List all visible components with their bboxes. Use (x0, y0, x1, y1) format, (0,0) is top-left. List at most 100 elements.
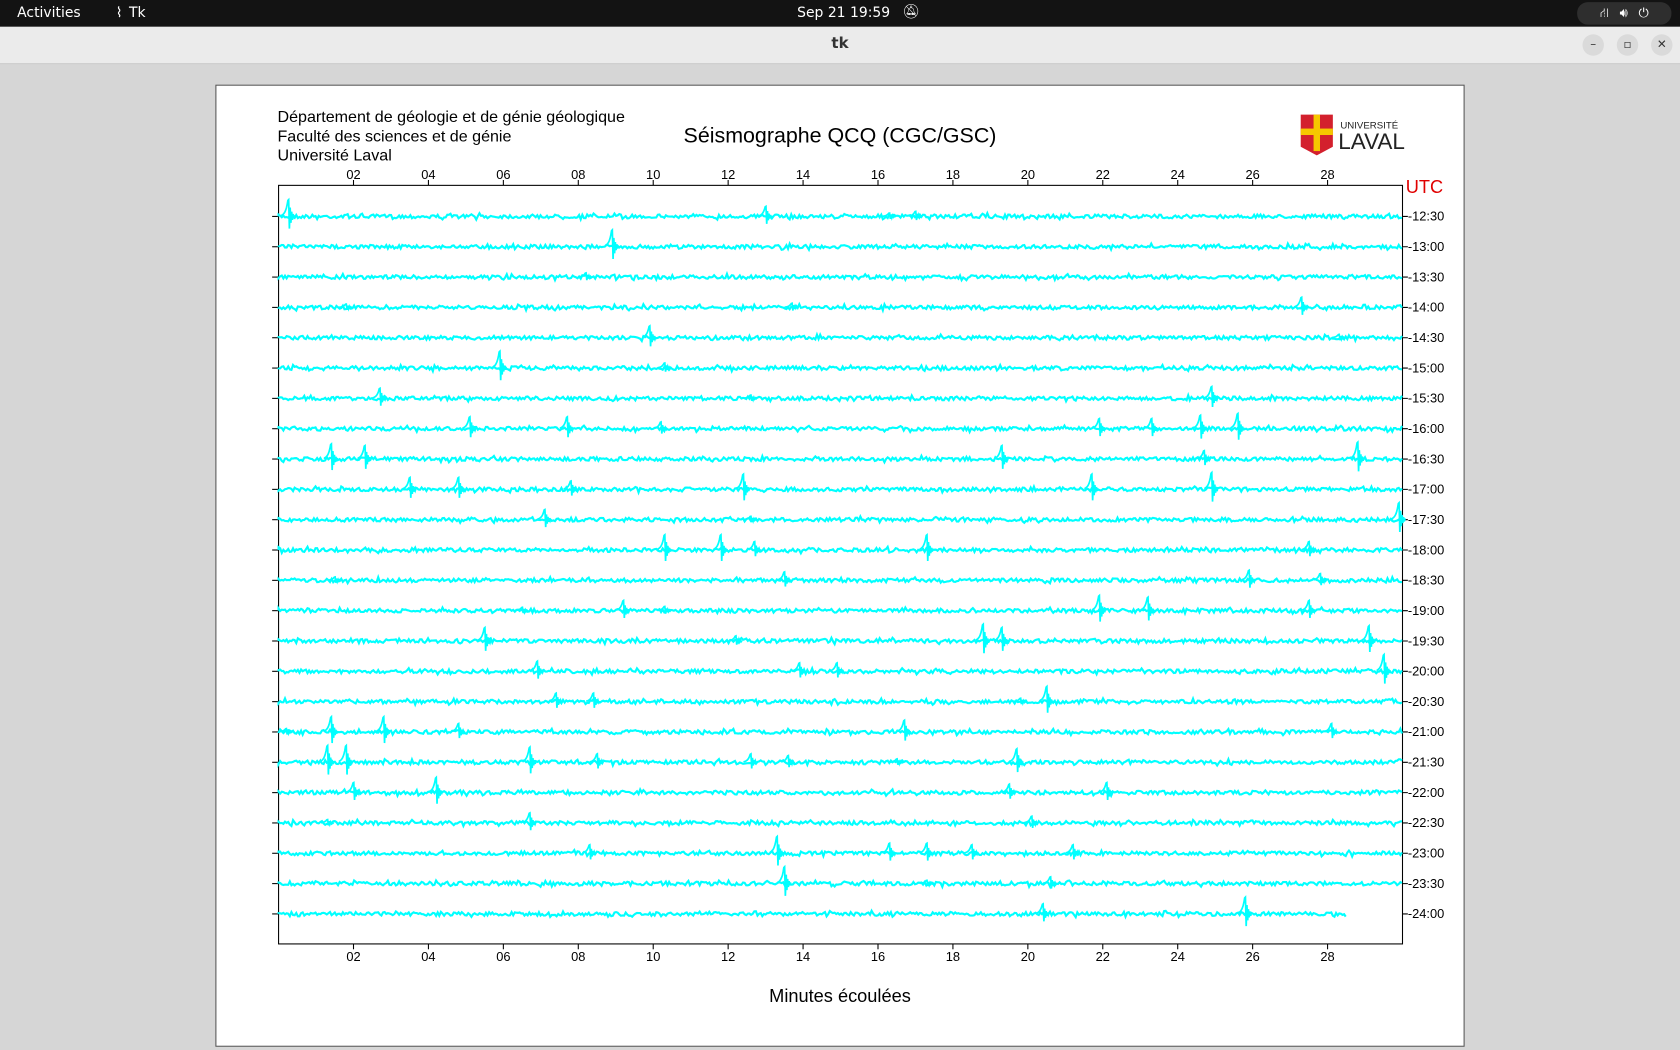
seismic-event (582, 843, 597, 860)
seismic-event (462, 415, 477, 438)
trace-21:30 (277, 743, 1403, 775)
seismic-event (1009, 747, 1024, 773)
seismic-event (975, 622, 991, 654)
seismic-event (323, 714, 339, 744)
faculty-line: Faculté des sciences et de génie (278, 127, 512, 145)
seismic-event (1324, 722, 1339, 739)
seismic-event (1204, 384, 1219, 407)
logo-text-bottom: LAVAL (1338, 129, 1405, 154)
x-tick-label-bottom: 26 (1245, 949, 1259, 964)
seismic-event (1294, 295, 1309, 315)
trace-line (277, 756, 1403, 769)
trace-13:00 (277, 227, 1403, 259)
seismic-event (477, 625, 492, 651)
seismic-event (338, 743, 354, 775)
app-name: Tk (128, 5, 146, 22)
trace-15:00 (277, 349, 1403, 381)
seismic-event (1043, 875, 1058, 889)
seismic-event (1024, 814, 1039, 828)
trace-line (277, 423, 1403, 435)
seismic-event (780, 754, 796, 768)
seismic-event (1301, 598, 1316, 619)
seismic-event (1350, 440, 1365, 472)
row-time-label: -22:30 (1408, 815, 1444, 830)
seismic-event (585, 691, 601, 708)
trace-18:30 (277, 568, 1403, 588)
row-time-label: -13:00 (1408, 239, 1444, 254)
seismic-event (1091, 593, 1107, 622)
x-tick-label-bottom: 02 (346, 949, 360, 964)
trace-20:00 (277, 652, 1403, 684)
trace-19:00 (277, 593, 1403, 622)
trace-23:00 (277, 834, 1403, 866)
seismic-event (919, 879, 934, 888)
seismic-event (896, 718, 912, 741)
logo-text-top: UNIVERSITÉ (1340, 121, 1398, 132)
seismic-event (1084, 472, 1099, 501)
x-tick-label-top: 24 (1171, 167, 1185, 182)
seismic-event (451, 475, 466, 498)
seismic-event (657, 361, 672, 372)
seismic-event (1012, 697, 1028, 707)
trace-line (277, 513, 1403, 526)
seismic-event (642, 324, 657, 347)
row-time-label: -18:30 (1408, 573, 1444, 588)
seismic-event (522, 811, 537, 831)
app-menu[interactable]: ⌇ Tk (116, 5, 146, 21)
row-time-label: -13:30 (1408, 269, 1444, 284)
seismic-event (529, 659, 545, 679)
seismic-event (653, 420, 668, 434)
seismic-event (919, 533, 934, 562)
seismic-event (743, 752, 758, 769)
seismic-event (1039, 684, 1054, 713)
trace-line (277, 391, 1403, 404)
close-button[interactable]: ✕ (1651, 34, 1673, 56)
x-tick-label-bottom: 28 (1320, 949, 1334, 964)
seismic-event (372, 386, 387, 406)
system-tray[interactable]: ⛙ 🔊︎ ⏻ (1577, 2, 1672, 25)
department-line: Département de géologie et de génie géol… (278, 108, 625, 126)
x-axis-label: Minutes écoulées (769, 986, 911, 1006)
x-tick-label-bottom: 12 (721, 949, 735, 964)
activities-button[interactable]: Activities (17, 5, 81, 22)
seismic-event (346, 781, 361, 800)
x-tick-label-top: 12 (721, 167, 735, 182)
seismic-event (1001, 782, 1017, 799)
seismic-event (492, 349, 507, 381)
universite-laval-logo: UNIVERSITÉ LAVAL (1300, 114, 1405, 156)
x-tick-label-top: 22 (1096, 167, 1110, 182)
x-tick-label-top: 18 (946, 167, 960, 182)
seismic-event (735, 472, 751, 501)
seismic-event (1144, 417, 1159, 437)
seismic-event (1196, 449, 1212, 466)
trace-16:30 (277, 440, 1403, 472)
seismic-event (776, 570, 792, 587)
seismic-event (1241, 568, 1256, 588)
minimize-button[interactable]: – (1582, 34, 1604, 56)
x-tick-label-bottom: 14 (796, 949, 810, 964)
seismic-event (338, 303, 353, 312)
row-time-label: -21:00 (1408, 724, 1444, 739)
notifications-muted-icon[interactable]: 🔕︎ (902, 4, 920, 21)
seismic-event (908, 210, 923, 221)
row-time-label: -19:00 (1408, 603, 1444, 618)
seismic-event (713, 533, 728, 562)
trace-line (277, 725, 1403, 738)
seismic-event (1237, 895, 1253, 927)
x-tick-label-bottom: 08 (571, 949, 585, 964)
maximize-button[interactable]: ▫ (1616, 34, 1639, 56)
seismic-event (563, 479, 578, 496)
trace-line (277, 331, 1403, 344)
clock[interactable]: Sep 21 19:59 (797, 5, 891, 22)
trace-line (277, 604, 1403, 617)
row-time-label: -17:30 (1408, 512, 1444, 527)
x-tick-label-top: 20 (1021, 167, 1035, 182)
seismic-event (1192, 413, 1208, 439)
seismic-event (537, 508, 552, 528)
seismic-event (1361, 623, 1376, 652)
seismic-event (1091, 417, 1107, 437)
seismic-event (657, 605, 672, 614)
trace-line (277, 362, 1403, 375)
network-icon: ⛙ (1599, 4, 1609, 20)
